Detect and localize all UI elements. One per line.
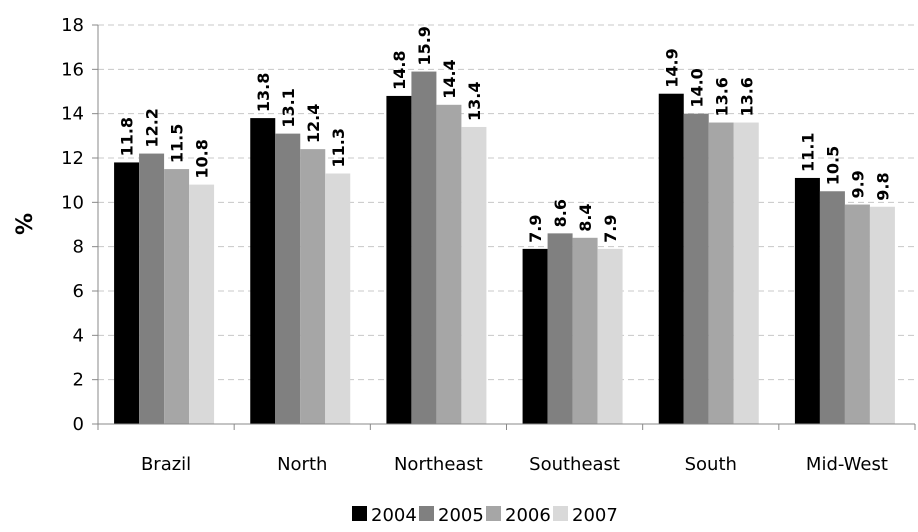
legend-swatch [553, 506, 568, 521]
bar-2004-northeast [386, 95, 412, 424]
bar-2004-mid-west [794, 177, 820, 424]
bar-2006-north [300, 149, 326, 424]
data-label: 14.8 [390, 50, 409, 89]
y-tick-label: 6 [73, 281, 84, 302]
data-label: 13.4 [465, 81, 484, 120]
data-label: 13.1 [279, 88, 298, 127]
legend: 2004 2005 2006 2007 [352, 505, 618, 526]
legend-label: 2006 [505, 505, 551, 526]
bar-2006-northeast [436, 104, 462, 425]
bars [114, 71, 895, 425]
data-label: 8.4 [576, 203, 595, 231]
bar-2004-south [658, 93, 684, 424]
bar-2007-north [325, 173, 351, 424]
data-label: 11.8 [118, 117, 137, 156]
category-label: North [277, 454, 327, 475]
data-label: 10.5 [823, 146, 842, 185]
grid-lines [98, 24, 915, 381]
y-tick-label: 4 [73, 325, 84, 346]
bar-2007-brazil [189, 184, 215, 424]
data-label: 12.4 [304, 104, 323, 143]
legend-swatch [486, 506, 501, 521]
y-tick-label: 8 [73, 237, 84, 258]
category-labels: Brazil North Northeast Southeast South Mid-We… [141, 454, 888, 475]
y-tick-label: 10 [61, 192, 84, 213]
category-label: Southeast [529, 454, 620, 475]
axes [92, 24, 916, 430]
data-label: 7.9 [526, 215, 545, 243]
bar-2007-northeast [461, 126, 487, 424]
data-label: 14.0 [687, 68, 706, 107]
y-tick-label: 2 [73, 370, 84, 391]
category-label: South [685, 454, 737, 475]
bar-2007-mid-west [869, 206, 895, 424]
bar-2006-south [708, 122, 734, 425]
bar-2007-southeast [597, 248, 623, 424]
bar-2006-southeast [572, 237, 598, 424]
y-tick-label: 18 [61, 15, 84, 36]
category-label: Northeast [394, 454, 483, 475]
data-labels: 11.8 12.2 11.5 10.8 13.8 13.1 12.4 11.3 14.8 15.9… [118, 26, 893, 243]
y-tick-labels: 0 2 4 6 8 10 12 14 16 18 [61, 15, 84, 435]
data-label: 7.9 [601, 215, 620, 243]
data-label: 13.8 [254, 73, 273, 112]
data-label: 8.6 [551, 199, 570, 227]
bar-2006-mid-west [844, 204, 870, 424]
category-label: Mid-West [806, 454, 888, 475]
data-label: 11.1 [798, 132, 817, 171]
bar-2007-south [733, 122, 759, 425]
legend-label: 2004 [371, 505, 417, 526]
data-label: 13.6 [712, 77, 731, 116]
y-tick-label: 0 [73, 414, 84, 435]
bar-2005-northeast [411, 71, 437, 425]
data-label: 11.5 [168, 124, 187, 163]
data-label: 14.9 [662, 48, 681, 87]
category-label: Brazil [141, 454, 191, 475]
data-label: 13.6 [737, 77, 756, 116]
y-tick-label: 14 [61, 104, 84, 125]
legend-label: 2005 [438, 505, 484, 526]
data-label: 10.8 [193, 139, 212, 178]
bar-2004-north [250, 118, 276, 424]
data-label: 15.9 [415, 26, 434, 65]
data-label: 11.3 [329, 128, 348, 167]
bar-2005-north [275, 133, 301, 424]
bar-2005-south [683, 113, 709, 425]
y-tick-label: 12 [61, 148, 84, 169]
bar-2005-brazil [139, 153, 165, 425]
legend-swatch [419, 506, 434, 521]
legend-label: 2007 [572, 505, 618, 526]
bar-2004-southeast [522, 248, 548, 424]
data-label: 9.9 [848, 170, 867, 198]
data-label: 9.8 [873, 172, 892, 200]
bar-2005-mid-west [819, 191, 845, 424]
y-axis-title: % [13, 213, 38, 235]
legend-swatch [352, 506, 367, 521]
bar-2006-brazil [164, 169, 190, 424]
bar-2004-brazil [114, 162, 140, 424]
data-label: 14.4 [440, 59, 459, 98]
bar-2005-southeast [547, 233, 573, 424]
data-label: 12.2 [143, 108, 162, 147]
y-tick-label: 16 [61, 59, 84, 80]
